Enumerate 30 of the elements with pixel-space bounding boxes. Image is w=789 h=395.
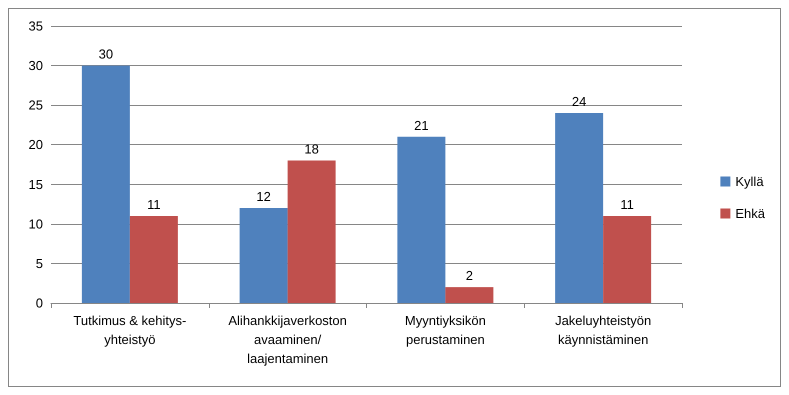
bar — [603, 216, 652, 303]
x-tick-label: Alihankkijaverkoston avaaminen/ laajentaminen — [228, 313, 347, 366]
data-label: 11 — [620, 196, 634, 212]
y-tick-label: 25 — [28, 98, 43, 113]
data-label: 30 — [98, 46, 114, 62]
data-label: 11 — [147, 196, 161, 212]
legend-label: Ehkä — [735, 206, 766, 221]
bar — [240, 208, 288, 303]
bar — [288, 160, 336, 303]
x-tick-label: Jakeluyhteistyön käynnistäminen — [555, 313, 652, 347]
data-label: 21 — [414, 118, 429, 133]
bar — [397, 136, 446, 303]
data-label: 2 — [466, 268, 473, 284]
y-tick-label: 20 — [28, 137, 43, 152]
bar — [82, 66, 130, 303]
x-tick-label: Myyntiyksikön perustaminen — [404, 313, 486, 347]
bar — [555, 113, 604, 303]
y-tick-label: 30 — [28, 58, 43, 74]
data-label: 18 — [304, 142, 319, 157]
legend-label: Kyllä — [735, 174, 764, 189]
data-label: 12 — [256, 189, 271, 204]
data-label: 24 — [572, 94, 586, 110]
y-tick-label: 0 — [36, 296, 43, 310]
y-tick-label: 10 — [28, 216, 43, 232]
x-tick-label: Tutkimus & kehitys- yhteistyö — [73, 313, 186, 347]
bar — [130, 216, 178, 303]
y-tick-label: 5 — [36, 256, 43, 271]
y-tick-label: 35 — [28, 18, 43, 34]
bar — [445, 287, 494, 303]
y-tick-label: 15 — [28, 176, 43, 192]
